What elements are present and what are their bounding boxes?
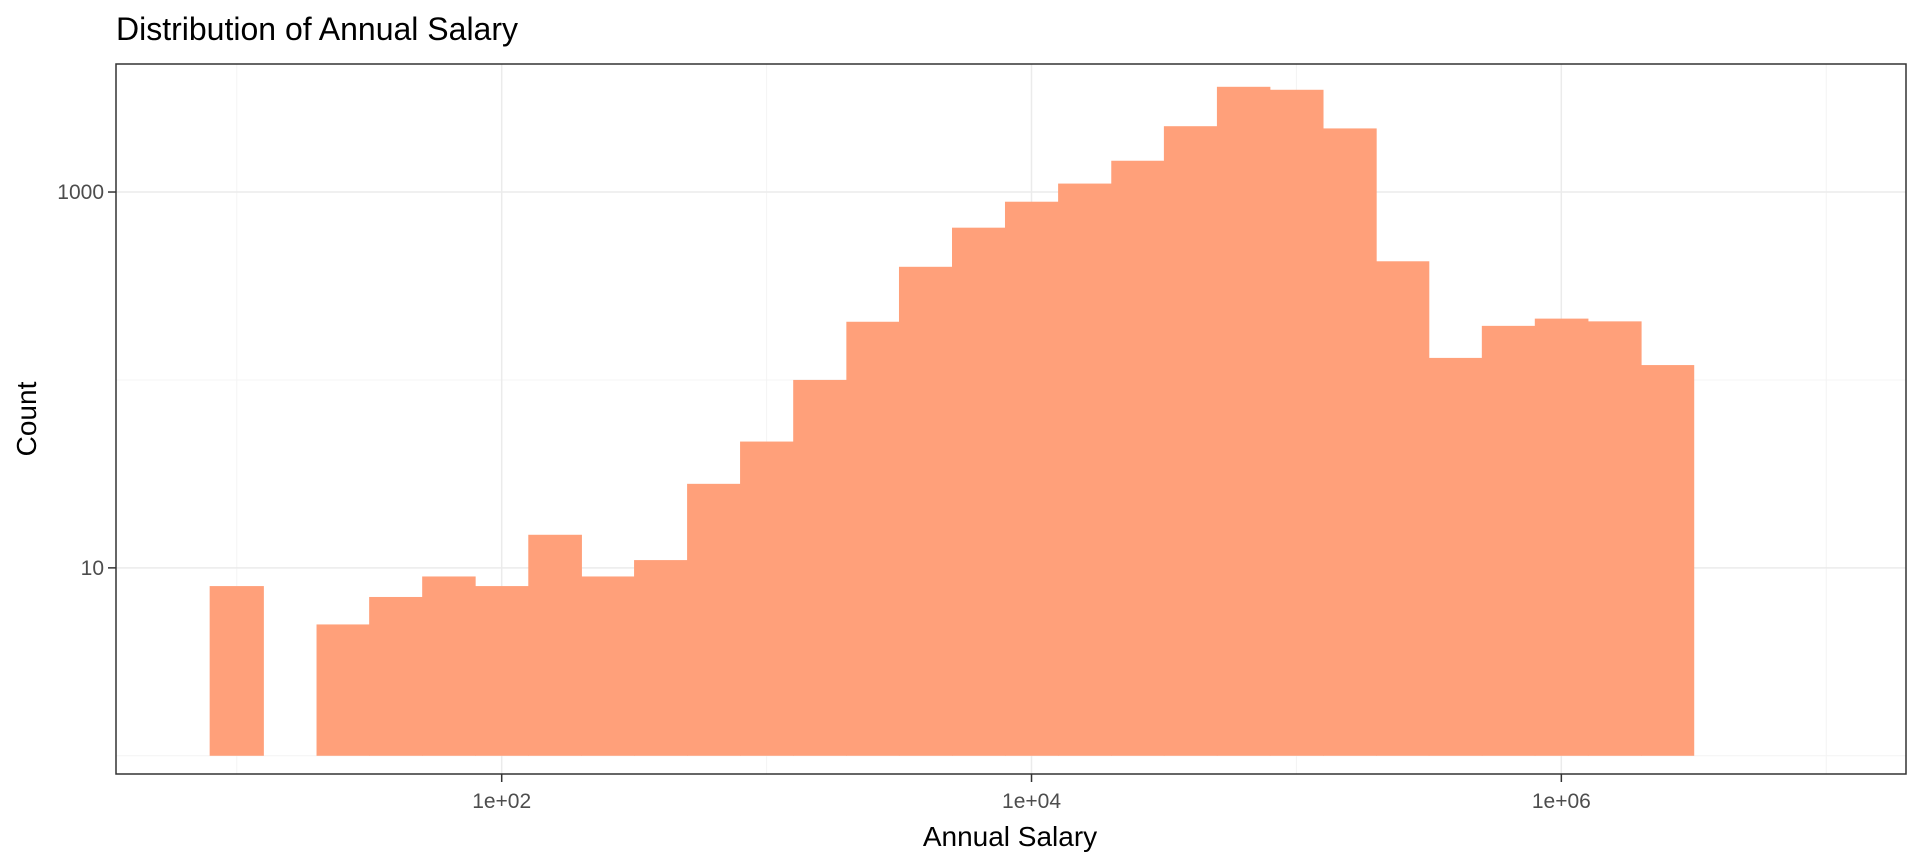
x-tick-label: 1e+02 bbox=[472, 790, 531, 813]
x-axis-title: Annual Salary bbox=[923, 821, 1097, 852]
chart-title: Distribution of Annual Salary bbox=[116, 11, 518, 47]
histogram-bars bbox=[209, 86, 1695, 756]
y-axis-title: Count bbox=[11, 381, 42, 456]
histogram-bar-21 bbox=[1323, 128, 1377, 756]
histogram-bar-10 bbox=[740, 441, 794, 756]
histogram-bar-25 bbox=[1534, 318, 1589, 756]
histogram-bar-24 bbox=[1481, 325, 1536, 756]
histogram-bar-2 bbox=[316, 624, 370, 756]
histogram-bar-9 bbox=[687, 483, 741, 756]
histogram-bar-22 bbox=[1376, 261, 1430, 756]
histogram-bar-20 bbox=[1269, 89, 1324, 756]
histogram-bar-13 bbox=[898, 266, 953, 756]
histogram-bar-6 bbox=[528, 534, 582, 756]
plot-panel-border bbox=[115, 63, 1907, 775]
histogram-bar-0 bbox=[209, 586, 264, 756]
x-tick-label: 1e+04 bbox=[1002, 790, 1061, 813]
histogram-bar-3 bbox=[369, 596, 423, 756]
histogram-bar-7 bbox=[581, 576, 635, 756]
histogram-bar-17 bbox=[1111, 160, 1165, 756]
histogram-bar-4 bbox=[422, 576, 476, 756]
y-tick-label: 10 bbox=[81, 557, 104, 580]
histogram-bar-27 bbox=[1641, 365, 1695, 756]
histogram-bar-18 bbox=[1163, 126, 1218, 756]
x-axis-ticks: 1e+02 1e+04 1e+06 bbox=[472, 774, 1591, 813]
histogram-bar-11 bbox=[793, 379, 847, 756]
histogram-bar-8 bbox=[634, 560, 688, 756]
histogram-bar-14 bbox=[952, 227, 1006, 756]
histogram-bar-5 bbox=[475, 586, 529, 756]
histogram-bar-23 bbox=[1428, 357, 1483, 756]
histogram-bar-12 bbox=[846, 321, 900, 756]
histogram-bar-16 bbox=[1058, 183, 1112, 756]
y-tick-label: 1000 bbox=[57, 181, 104, 204]
histogram-bar-15 bbox=[1004, 201, 1059, 756]
x-tick-label: 1e+06 bbox=[1532, 790, 1591, 813]
histogram-bar-19 bbox=[1216, 86, 1271, 756]
y-axis-ticks: 10 1000 bbox=[57, 181, 116, 580]
histogram-bar-26 bbox=[1587, 321, 1642, 756]
